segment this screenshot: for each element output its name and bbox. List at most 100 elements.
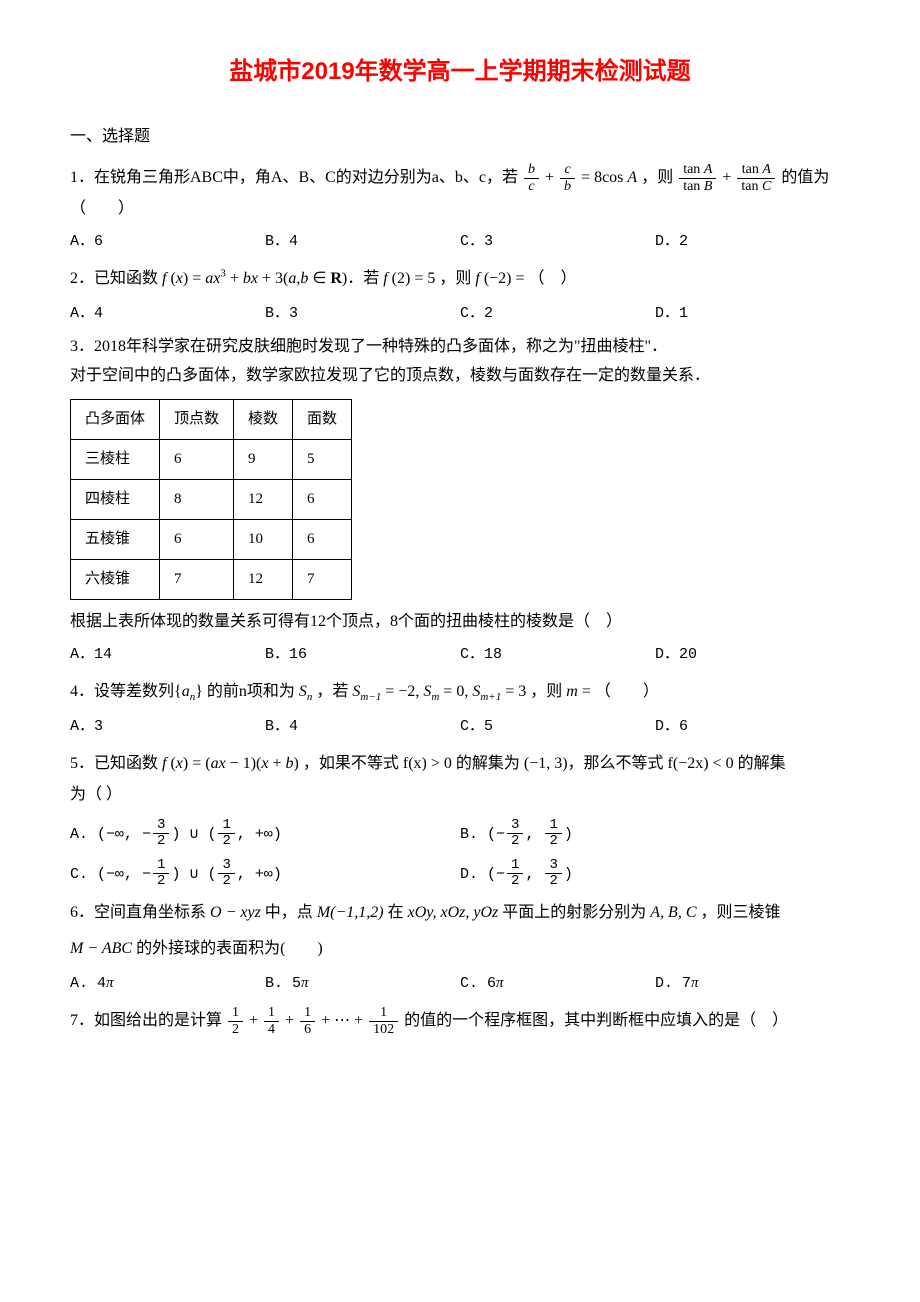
table-row: 三棱柱 6 9 5: [71, 439, 352, 479]
q4-optA: A．3: [70, 713, 265, 740]
td: 5: [293, 439, 352, 479]
q1-prefix: 1．在锐角三角形ABC中，角A、B、C的对边分别为a、b、c，若: [70, 169, 518, 186]
q4-suffix: （ ）: [595, 683, 659, 700]
q3-optB: B．16: [265, 641, 460, 668]
frac-1-4: 14: [264, 1005, 279, 1037]
q1-optD: D．2: [655, 228, 850, 255]
td: 7: [293, 559, 352, 599]
q6-suffix: ，则三棱锥: [700, 904, 780, 921]
q6-coord: O − xyz: [210, 904, 261, 921]
q4-middle: 的前n项和为: [207, 683, 295, 700]
q1-optA: A．6: [70, 228, 265, 255]
q3-line1: 3．2018年科学家在研究皮肤细胞时发现了一种特殊的凸多面体，称之为"扭曲棱柱"…: [70, 333, 850, 362]
q4-optD: D．6: [655, 713, 850, 740]
q6-middle2: 在: [388, 904, 404, 921]
q5-options-row1: A. (−∞, −32) ∪ (12, +∞) B. (−32, 12): [70, 818, 850, 850]
q3-optD: D．20: [655, 641, 850, 668]
table-row: 六棱锥 7 12 7: [71, 559, 352, 599]
q5-optA: A. (−∞, −32) ∪ (12, +∞): [70, 818, 460, 850]
q6-options: A. 4π B. 5π C. 6π D. 7π: [70, 970, 850, 997]
q7-text: 7．如图给出的是计算 12 + 14 + 16 + ⋯ + 1102 的值的一个…: [70, 1003, 850, 1038]
q5-prefix: 5．已知函数: [70, 755, 158, 772]
q5-suffix: 为（ ）: [70, 781, 850, 810]
q5-optC-pre: C.: [70, 866, 97, 883]
q4-text: 4．设等差数列{an} 的前n项和为 Sn ，若 Sm−1 = −2, Sm =…: [70, 674, 850, 709]
q6-text: 6．空间直角坐标系 O − xyz 中，点 M(−1,1,2) 在 xOy, x…: [70, 895, 850, 930]
q4-prefix: 4．设等差数列: [70, 683, 174, 700]
th-3: 面数: [293, 399, 352, 439]
q1-optB: B．4: [265, 228, 460, 255]
q6-optD: D. 7π: [655, 970, 850, 997]
section-header: 一、选择题: [70, 123, 850, 152]
q6-prefix: 6．空间直角坐标系: [70, 904, 206, 921]
q5-middle: ，如果不等式 f(x) > 0 的解集为 (−1, 3)，那么不等式 f(−2x…: [303, 755, 786, 772]
q6-point: M(−1,1,2): [317, 904, 384, 921]
q6-middle: 中，点: [265, 904, 313, 921]
q4-optC: C．5: [460, 713, 655, 740]
q3-line2: 对于空间中的凸多面体，数学家欧拉发现了它的顶点数，棱数与面数存在一定的数量关系．: [70, 362, 850, 391]
q5-optB-pre: B.: [460, 826, 487, 843]
table-header-row: 凸多面体 顶点数 棱数 面数: [71, 399, 352, 439]
td: 7: [160, 559, 234, 599]
q3-line3: 根据上表所体现的数量关系可得有12个顶点，8个面的扭曲棱柱的棱数是（ ）: [70, 608, 850, 637]
th-1: 顶点数: [160, 399, 234, 439]
td: 6: [160, 519, 234, 559]
q2-optA: A．4: [70, 300, 265, 327]
td: 12: [234, 479, 293, 519]
frac-b-c: bc: [524, 162, 539, 194]
table-row: 五棱锥 6 10 6: [71, 519, 352, 559]
q7-suffix: 的值的一个程序框图，其中判断框中应填入的是（ ）: [404, 1012, 788, 1029]
q6-pts: A, B, C: [650, 904, 696, 921]
q1-text: 1．在锐角三角形ABC中，角A、B、C的对边分别为a、b、c，若 bc + cb…: [70, 160, 850, 195]
page-title: 盐城市2019年数学高一上学期期末检测试题: [70, 50, 850, 93]
q6-optB: B. 5π: [265, 970, 460, 997]
th-0: 凸多面体: [71, 399, 160, 439]
q6-suffix2: 的外接球的表面积为( ): [136, 940, 323, 957]
question-3: 3．2018年科学家在研究皮肤细胞时发现了一种特殊的凸多面体，称之为"扭曲棱柱"…: [70, 333, 850, 667]
td: 6: [293, 519, 352, 559]
q3-optC: C．18: [460, 641, 655, 668]
q2-optD: D．1: [655, 300, 850, 327]
q5-optD: D. (−12, 32): [460, 858, 850, 890]
td: 6: [160, 439, 234, 479]
q6-optC: C. 6π: [460, 970, 655, 997]
td: 9: [234, 439, 293, 479]
q1-options: A．6 B．4 C．3 D．2: [70, 228, 850, 255]
frac-tanA-tanC: tan Atan C: [737, 162, 775, 194]
q5-optB: B. (−32, 12): [460, 818, 850, 850]
frac-c-b: cb: [560, 162, 575, 194]
th-2: 棱数: [234, 399, 293, 439]
q4-middle2: ，若: [316, 683, 348, 700]
question-4: 4．设等差数列{an} 的前n项和为 Sn ，若 Sm−1 = −2, Sm =…: [70, 674, 850, 740]
td: 10: [234, 519, 293, 559]
question-1: 1．在锐角三角形ABC中，角A、B、C的对边分别为a、b、c，若 bc + cb…: [70, 160, 850, 255]
question-5: 5．已知函数 f (x) = (ax − 1)(x + b) ，如果不等式 f(…: [70, 746, 850, 890]
td: 六棱锥: [71, 559, 160, 599]
q4-middle3: ，则: [530, 683, 562, 700]
q6-optA: A. 4π: [70, 970, 265, 997]
q3-optA: A．14: [70, 641, 265, 668]
q2-options: A．4 B．3 C．2 D．1: [70, 300, 850, 327]
q5-optD-pre: D.: [460, 866, 487, 883]
q2-optC: C．2: [460, 300, 655, 327]
q3-options: A．14 B．16 C．18 D．20: [70, 641, 850, 668]
frac-1-102: 1102: [369, 1005, 398, 1037]
td: 四棱柱: [71, 479, 160, 519]
q2-text: 2．已知函数 f (x) = ax3 + bx + 3(a,b ∈ R)．若 f…: [70, 261, 850, 296]
question-6: 6．空间直角坐标系 O − xyz 中，点 M(−1,1,2) 在 xOy, x…: [70, 895, 850, 996]
q2-prefix: 2．已知函数: [70, 270, 158, 287]
q3-table: 凸多面体 顶点数 棱数 面数 三棱柱 6 9 5 四棱柱 8 12 6 五棱锥 …: [70, 399, 352, 600]
frac-tanA-tanB: tan Atan B: [679, 162, 716, 194]
td: 8: [160, 479, 234, 519]
q5-text: 5．已知函数 f (x) = (ax − 1)(x + b) ，如果不等式 f(…: [70, 746, 850, 781]
q1-middle: ，则: [641, 169, 673, 186]
td: 三棱柱: [71, 439, 160, 479]
q6-line2: M − ABC 的外接球的表面积为( ): [70, 931, 850, 966]
q1-optC: C．3: [460, 228, 655, 255]
frac-1-2: 12: [228, 1005, 243, 1037]
table-row: 四棱柱 8 12 6: [71, 479, 352, 519]
q2-func: f: [162, 270, 170, 287]
q4-optB: B．4: [265, 713, 460, 740]
q7-prefix: 7．如图给出的是计算: [70, 1012, 222, 1029]
td: 12: [234, 559, 293, 599]
